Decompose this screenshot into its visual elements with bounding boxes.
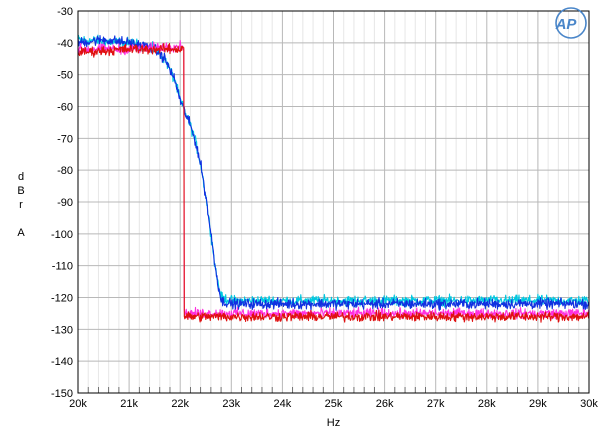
y-tick-label: -150 [51, 388, 73, 400]
x-axis-title: Hz [327, 417, 340, 429]
y-tick-label: -70 [57, 133, 73, 145]
series-line [77, 42, 590, 323]
x-tick-label: 26k [376, 398, 394, 410]
y-tick-label: -80 [57, 165, 73, 177]
series-line [77, 34, 590, 311]
y-tick-label: -120 [51, 293, 73, 305]
y-axis-title-char: d [18, 171, 24, 183]
y-axis-title-char: A [17, 227, 25, 239]
x-tick-label: 23k [222, 398, 240, 410]
x-tick-label: 30k [580, 398, 598, 410]
y-tick-label: -60 [57, 102, 73, 114]
ap-logo-text: AP [555, 16, 578, 33]
x-tick-labels: 20k 21k 22k 23k 24k 25k 26k 27k 28k 29k 30k [69, 398, 598, 410]
major-grid [78, 11, 589, 393]
x-tick-label: 20k [69, 398, 87, 410]
plot-frame [77, 10, 590, 394]
y-tick-label: -90 [57, 197, 73, 209]
y-axis-title-char: r [19, 199, 23, 211]
series-layer [77, 34, 590, 323]
y-tick-label: -110 [52, 261, 73, 273]
y-tick-label: -100 [51, 229, 73, 241]
x-tick-label: 29k [529, 398, 547, 410]
x-tick-label: 27k [427, 398, 445, 410]
y-tick-label: -50 [57, 70, 73, 82]
x-tick-label: 24k [274, 398, 292, 410]
ap-logo: AP [555, 7, 587, 39]
ap-logo-circle [555, 7, 587, 39]
x-tick-label: 22k [171, 398, 189, 410]
y-tick-label: -130 [51, 324, 73, 336]
y-axis-title: dBr A [17, 171, 25, 239]
y-tick-label: -30 [57, 6, 73, 18]
x-tick-label: 21k [120, 398, 138, 410]
y-tick-label: -40 [57, 38, 73, 50]
x-tick-label: 25k [325, 398, 343, 410]
y-tick-label: -140 [51, 356, 73, 368]
y-axis-title-char: B [17, 185, 24, 197]
x-tick-label: 28k [478, 398, 496, 410]
y-tick-labels: -30 -40 -50 -60 -70 -80 -90 -100 -110 -120 -130 -14… [51, 6, 73, 400]
